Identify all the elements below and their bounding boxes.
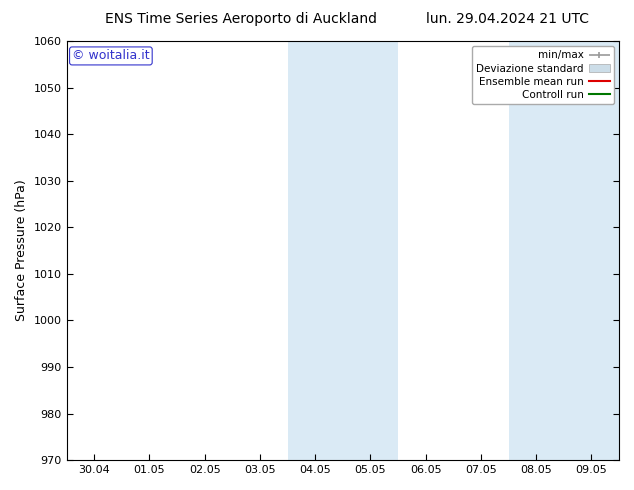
Bar [564,41,619,460]
Y-axis label: Surface Pressure (hPa): Surface Pressure (hPa) [15,180,28,321]
Bar [508,41,564,460]
Legend: min/max, Deviazione standard, Ensemble mean run, Controll run: min/max, Deviazione standard, Ensemble m… [472,46,614,104]
Text: ENS Time Series Aeroporto di Auckland: ENS Time Series Aeroporto di Auckland [105,12,377,26]
Bar [343,41,398,460]
Text: lun. 29.04.2024 21 UTC: lun. 29.04.2024 21 UTC [425,12,589,26]
Bar [288,41,343,460]
Text: © woitalia.it: © woitalia.it [72,49,150,62]
